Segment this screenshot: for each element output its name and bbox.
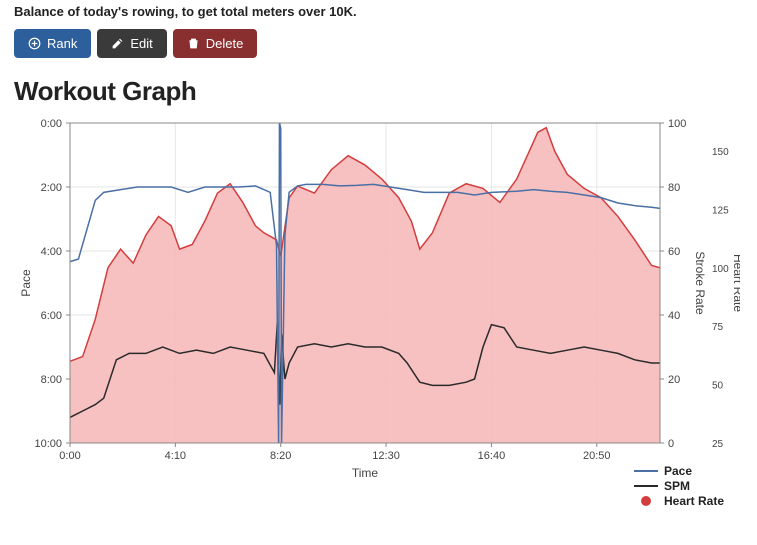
action-button-row: Rank Edit Delete bbox=[14, 29, 743, 58]
delete-button-label: Delete bbox=[206, 36, 244, 51]
delete-button[interactable]: Delete bbox=[173, 29, 258, 58]
svg-text:SPM: SPM bbox=[664, 479, 690, 493]
svg-text:Heart Rate: Heart Rate bbox=[731, 254, 740, 312]
svg-text:80: 80 bbox=[668, 182, 680, 194]
page-subtitle: Balance of today's rowing, to get total … bbox=[14, 4, 743, 19]
svg-text:16:40: 16:40 bbox=[478, 450, 506, 462]
svg-text:Pace: Pace bbox=[664, 464, 692, 478]
svg-text:0:00: 0:00 bbox=[59, 450, 80, 462]
svg-text:4:00: 4:00 bbox=[41, 246, 62, 258]
edit-button-label: Edit bbox=[130, 36, 152, 51]
rank-button-label: Rank bbox=[47, 36, 77, 51]
svg-text:Pace: Pace bbox=[19, 269, 33, 297]
svg-text:8:20: 8:20 bbox=[270, 450, 291, 462]
workout-chart: 0:00 2:00 4:00 6:00 8:00 10:00 100 80 60 40 20 0 150… bbox=[14, 111, 743, 531]
svg-text:20: 20 bbox=[668, 374, 680, 386]
svg-text:125: 125 bbox=[712, 205, 729, 216]
svg-text:100: 100 bbox=[712, 264, 729, 275]
svg-text:10:00: 10:00 bbox=[34, 438, 62, 450]
svg-text:Heart Rate: Heart Rate bbox=[664, 494, 724, 508]
edit-button[interactable]: Edit bbox=[97, 29, 166, 58]
plus-circle-icon bbox=[28, 37, 41, 50]
svg-text:50: 50 bbox=[712, 381, 724, 392]
svg-text:Stroke Rate: Stroke Rate bbox=[693, 251, 707, 315]
svg-text:20:50: 20:50 bbox=[583, 450, 611, 462]
svg-text:40: 40 bbox=[668, 310, 680, 322]
svg-text:6:00: 6:00 bbox=[41, 310, 62, 322]
pencil-icon bbox=[111, 37, 124, 50]
svg-text:8:00: 8:00 bbox=[41, 374, 62, 386]
svg-text:0: 0 bbox=[668, 438, 674, 450]
rank-button[interactable]: Rank bbox=[14, 29, 91, 58]
svg-text:Time: Time bbox=[352, 466, 379, 480]
section-title: Workout Graph bbox=[14, 76, 743, 107]
svg-text:75: 75 bbox=[712, 322, 724, 333]
svg-text:4:10: 4:10 bbox=[165, 450, 186, 462]
svg-text:0:00: 0:00 bbox=[41, 118, 62, 130]
svg-text:60: 60 bbox=[668, 246, 680, 258]
svg-text:2:00: 2:00 bbox=[41, 182, 62, 194]
svg-text:12:30: 12:30 bbox=[372, 450, 400, 462]
svg-text:25: 25 bbox=[712, 439, 724, 450]
trash-icon bbox=[187, 37, 200, 50]
svg-text:100: 100 bbox=[668, 118, 686, 130]
svg-text:150: 150 bbox=[712, 147, 729, 158]
